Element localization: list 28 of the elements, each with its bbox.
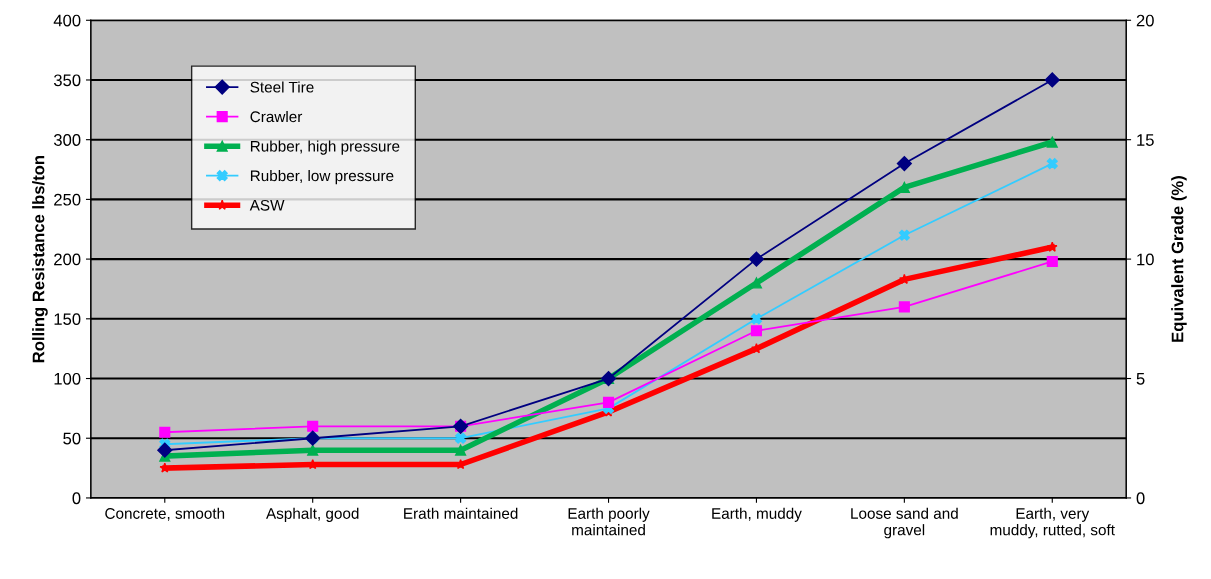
y2-tick-label: 10 (1137, 253, 1154, 266)
legend-label: Steel Tire (250, 81, 314, 93)
y-tick-label: 0 (72, 492, 81, 505)
y-tick-label: 50 (63, 432, 81, 445)
x-tick-label: Concrete, smooth (105, 507, 225, 521)
y2-tick-label: 15 (1137, 134, 1154, 146)
y2-tick-label: 20 (1136, 14, 1154, 27)
y-tick-label: 200 (54, 253, 81, 266)
y-tick-label: 250 (54, 193, 81, 206)
y-tick-label: 100 (54, 372, 81, 385)
x-tick-label: Earth, muddy (712, 507, 802, 522)
legend-label: Rubber, high pressure (250, 140, 400, 155)
x-tick-label: Earth, very muddy, rutted, soft (990, 507, 1115, 539)
x-tick-label: Earth poorly maintained (568, 507, 650, 536)
x-tick-label: Asphalt, good (266, 507, 359, 522)
legend-label: ASW (249, 199, 285, 211)
y-tick-label: 300 (53, 134, 81, 146)
y-tick-label: 350 (53, 74, 81, 87)
x-tick-label: Erath maintained (404, 507, 518, 519)
y2-tick-label: 5 (1136, 373, 1145, 385)
legend-label: Crawler (250, 110, 303, 123)
y-tick-label: 150 (54, 313, 81, 326)
y2-axis-title: Equivalent Grade (%) (1171, 176, 1187, 342)
y2-tick-label: 0 (1136, 492, 1145, 505)
x-tick-label: Loose sand and gravel (851, 507, 958, 539)
legend-label: Rubber, low pressure (250, 169, 394, 185)
y-axis-title: Rolling Resistance lbs/ton (32, 155, 48, 363)
y-tick-label: 400 (53, 14, 81, 27)
